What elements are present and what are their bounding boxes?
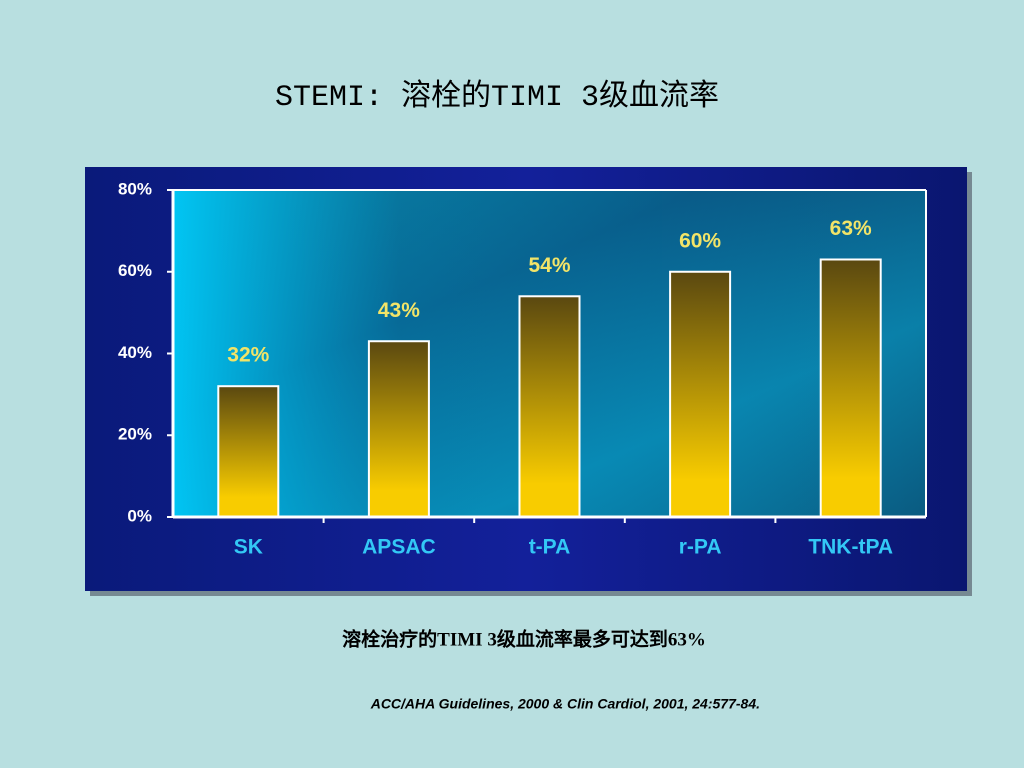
x-tick-label: r-PA [679, 536, 722, 559]
bar [367, 340, 430, 518]
x-tick-label: t-PA [529, 536, 571, 559]
value-label: 32% [227, 344, 269, 367]
bar [217, 385, 280, 519]
value-label: 63% [830, 217, 872, 240]
y-tick-label: 80% [118, 179, 152, 198]
value-label: 54% [528, 254, 570, 277]
x-tick-label: APSAC [362, 536, 436, 559]
value-label: 60% [679, 229, 721, 252]
y-tick-label: 0% [127, 506, 152, 525]
source-note: ACC/AHA Guidelines, 2000 & Clin Cardiol,… [370, 696, 760, 712]
y-tick-label: 60% [118, 261, 152, 280]
x-tick-label: TNK-tPA [808, 536, 893, 559]
y-tick-label: 40% [118, 343, 152, 362]
bar [819, 258, 882, 518]
annotation: 溶栓治疗的TIMI 3级血流率最多可达到63% [342, 627, 706, 650]
bar [518, 295, 581, 518]
value-label: 43% [378, 299, 420, 322]
bar [669, 270, 732, 518]
x-tick-label: SK [234, 536, 263, 559]
y-tick-label: 20% [118, 425, 152, 444]
chart-title: STEMI: 溶栓的TIMI 3级血流率 [275, 79, 719, 115]
